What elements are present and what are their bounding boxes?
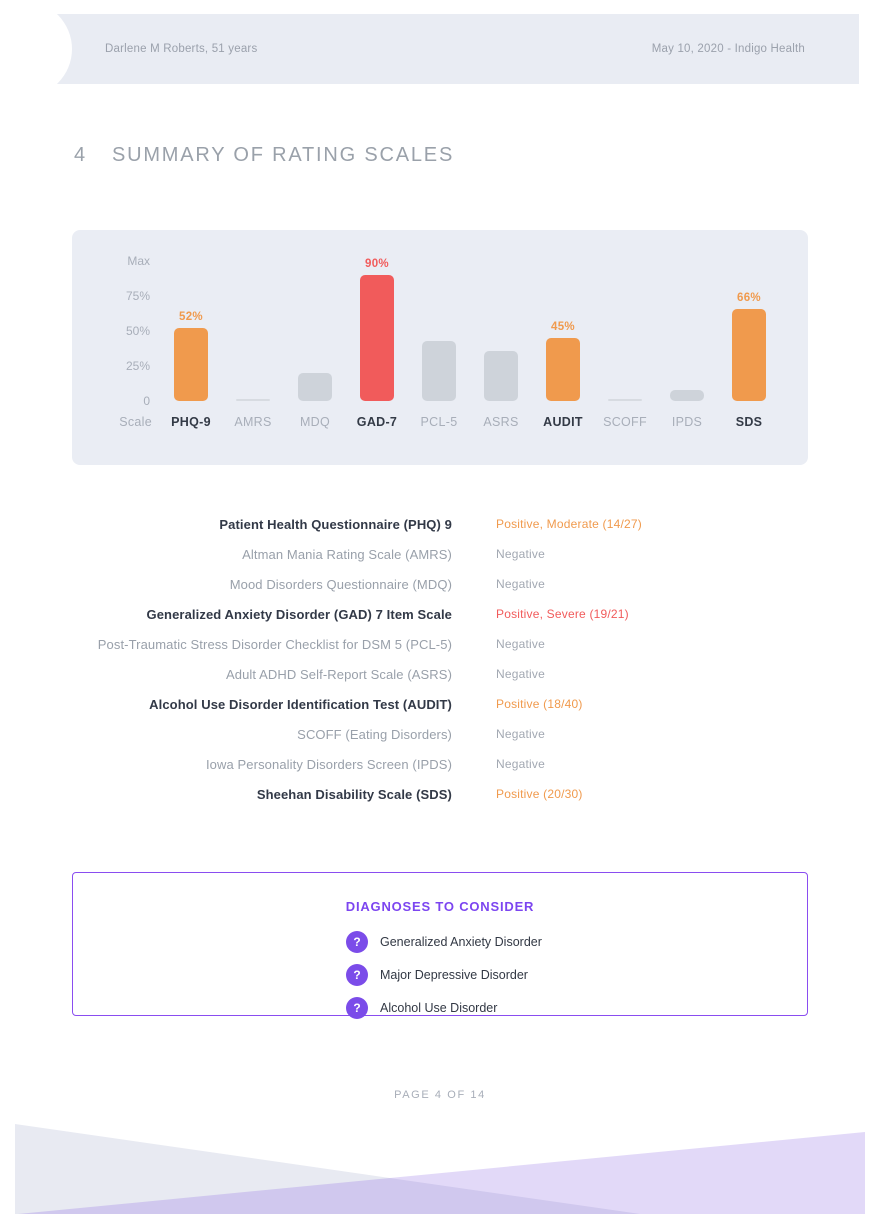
- chart-category-label: PHQ-9: [171, 415, 211, 429]
- chart-category-label: IPDS: [671, 415, 703, 429]
- section-number: 4: [74, 144, 87, 166]
- chart-bar-column: [408, 341, 470, 401]
- chart-y-axis: Max 75% 50% 25% 0: [72, 230, 150, 465]
- chart-bar: [298, 373, 332, 401]
- diagnoses-title: DIAGNOSES TO CONSIDER: [345, 899, 535, 914]
- scale-name: Adult ADHD Self-Report Scale (ASRS): [225, 666, 452, 682]
- chart-bar-column: 52%: [160, 311, 222, 401]
- diagnosis-item: ? Major Depressive Disorder: [346, 958, 542, 991]
- chart-bar-column: 66%: [718, 292, 780, 401]
- section-heading: SUMMARY OF RATING SCALES: [111, 144, 455, 166]
- report-date-source: May 10, 2020 - Indigo Health: [651, 43, 805, 55]
- bar-value-label: 90%: [365, 258, 389, 270]
- chart-bar-column: 45%: [532, 321, 594, 401]
- chart-bar: [422, 341, 456, 401]
- scale-result: Negative: [496, 637, 545, 651]
- scale-row: Iowa Personality Disorders Screen (IPDS)…: [0, 749, 880, 779]
- scale-row: Adult ADHD Self-Report Scale (ASRS) Negat…: [0, 659, 880, 689]
- bar-value-label: 45%: [551, 321, 575, 333]
- scale-result: Negative: [496, 667, 545, 681]
- chart-category-label: AUDIT: [543, 415, 583, 429]
- chart-bar: [174, 328, 208, 401]
- scale-name: Mood Disorders Questionnaire (MDQ): [229, 576, 452, 592]
- chart-bars: 52% 90% 45% 66%: [160, 258, 780, 401]
- scale-name: Generalized Anxiety Disorder (GAD) 7 Ite…: [146, 606, 452, 622]
- chart-bar: [546, 338, 580, 401]
- scale-name: Altman Mania Rating Scale (AMRS): [242, 546, 452, 562]
- chart-category-label: SDS: [735, 415, 763, 429]
- scale-name: Alcohol Use Disorder Identification Test…: [149, 696, 452, 712]
- diagnosis-label: Alcohol Use Disorder: [380, 1000, 498, 1015]
- scale-row: Mood Disorders Questionnaire (MDQ) Negati…: [0, 569, 880, 599]
- scale-name: SCOFF (Eating Disorders): [297, 726, 452, 742]
- scale-result: Negative: [496, 547, 545, 561]
- chart-bar: [236, 399, 270, 401]
- scale-name: Iowa Personality Disorders Screen (IPDS): [205, 756, 452, 772]
- question-mark-icon: ?: [346, 996, 368, 1019]
- scale-row: Altman Mania Rating Scale (AMRS) Negative: [0, 539, 880, 569]
- bar-value-label: 52%: [179, 311, 203, 323]
- patient-info: Darlene M Roberts, 51 years: [105, 43, 258, 55]
- chart-bar: [670, 390, 704, 401]
- diagnosis-item: ? Generalized Anxiety Disorder: [346, 925, 542, 958]
- chart-category-label: MDQ: [299, 415, 331, 429]
- scale-result: Negative: [496, 577, 545, 591]
- chart-y-tick-label: 25%: [125, 359, 150, 373]
- bottom-decoration-gray-triangle: [15, 1124, 640, 1214]
- scale-row: Post-Traumatic Stress Disorder Checklist…: [0, 629, 880, 659]
- scale-row: Alcohol Use Disorder Identification Test…: [0, 689, 880, 719]
- chart-category-label: ASRS: [483, 415, 519, 429]
- scale-result: Positive, Severe (19/21): [496, 607, 629, 621]
- chart-bar: [732, 309, 766, 401]
- bottom-decoration-purple-triangle: [18, 1132, 865, 1214]
- chart-bar-column: [284, 373, 346, 401]
- chart-category-label: SCOFF: [603, 415, 647, 429]
- question-mark-icon: ?: [346, 930, 368, 953]
- scale-row: Generalized Anxiety Disorder (GAD) 7 Ite…: [0, 599, 880, 629]
- chart-bar: [608, 399, 642, 401]
- bar-value-label: 66%: [737, 292, 761, 304]
- chart-bar-column: 90%: [346, 258, 408, 401]
- header-band: Darlene M Roberts, 51 years May 10, 2020…: [40, 14, 859, 84]
- chart-y-tick-label: Max: [127, 254, 150, 268]
- chart-y-tick-label: 75%: [125, 289, 150, 303]
- chart-bar-column: [656, 390, 718, 401]
- section-title: 4 SUMMARY OF RATING SCALES: [74, 144, 454, 167]
- scale-name: Patient Health Questionnaire (PHQ) 9: [219, 516, 452, 532]
- scale-result: Positive (18/40): [496, 697, 583, 711]
- chart-y-tick-label: 0: [143, 394, 150, 408]
- diagnosis-item: ? Alcohol Use Disorder: [346, 991, 542, 1024]
- scale-row: SCOFF (Eating Disorders) Negative: [0, 719, 880, 749]
- header: Darlene M Roberts, 51 years May 10, 2020…: [105, 14, 805, 84]
- chart-axis-title: Scale: [119, 415, 152, 429]
- chart-category-label: PCL-5: [420, 415, 458, 429]
- bottom-decoration: [15, 1124, 865, 1214]
- chart-bar-column: [222, 399, 284, 401]
- chart-bar-column: [470, 351, 532, 401]
- diagnoses-box: DIAGNOSES TO CONSIDER ? Generalized Anxie…: [72, 872, 808, 1019]
- scale-result: Negative: [496, 757, 545, 771]
- scale-row: Sheehan Disability Scale (SDS) Positive (…: [0, 779, 880, 809]
- scale-name: Post-Traumatic Stress Disorder Checklist…: [97, 636, 452, 652]
- scales-result-list: Patient Health Questionnaire (PHQ) 9 Posi…: [0, 509, 880, 809]
- scale-row: Patient Health Questionnaire (PHQ) 9 Posi…: [0, 509, 880, 539]
- chart-bar: [484, 351, 518, 401]
- chart-x-axis: PHQ-9 AMRS MDQ GAD-7 PCL-5 ASRS AUDIT SCOFF IPDS…: [160, 415, 780, 429]
- page-number: PAGE 4 OF 14: [394, 1089, 486, 1101]
- diagnoses-items: ? Generalized Anxiety Disorder? Major Depr…: [346, 925, 542, 1024]
- question-mark-icon: ?: [346, 963, 368, 986]
- chart-category-label: AMRS: [234, 415, 272, 429]
- scale-name: Sheehan Disability Scale (SDS): [256, 786, 452, 802]
- scale-result: Positive, Moderate (14/27): [496, 517, 642, 531]
- rating-scales-chart: Max 75% 50% 25% 0 52% 90% 45% 66% Scale PHQ-9 AM…: [72, 230, 808, 465]
- chart-bar: [360, 275, 394, 401]
- chart-category-label: GAD-7: [356, 415, 398, 429]
- chart-bar-column: [594, 399, 656, 401]
- scale-result: Positive (20/30): [496, 787, 583, 801]
- scale-result: Negative: [496, 727, 545, 741]
- chart-y-tick-label: 50%: [125, 324, 150, 338]
- diagnosis-label: Major Depressive Disorder: [380, 967, 528, 982]
- diagnosis-label: Generalized Anxiety Disorder: [380, 934, 542, 949]
